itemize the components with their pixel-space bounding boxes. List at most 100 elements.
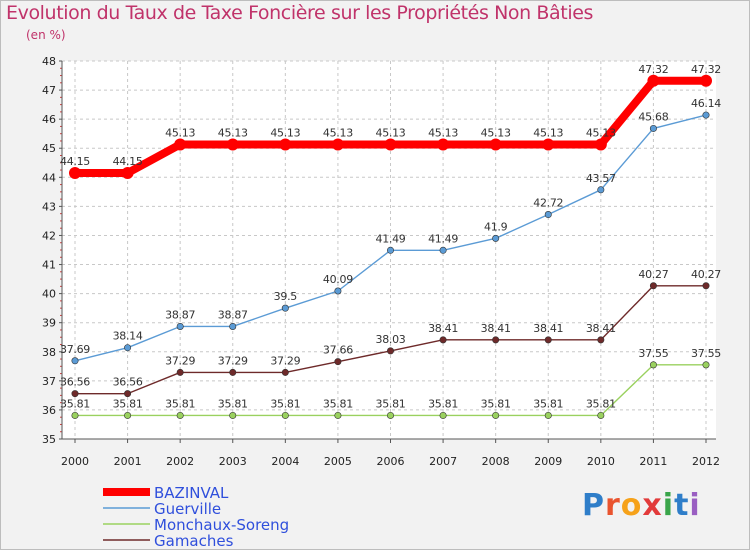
y-tick-label: 44 bbox=[42, 171, 56, 184]
data-point-Monchaux-Soreng bbox=[492, 411, 500, 419]
data-label-Guerville: 45.68 bbox=[638, 110, 668, 123]
y-tick-label: 47 bbox=[42, 84, 56, 97]
data-point-Guerville bbox=[702, 111, 710, 119]
data-label-Monchaux-Soreng: 37.55 bbox=[638, 347, 668, 360]
data-point-BAZINVAL bbox=[542, 138, 555, 151]
data-point-BAZINVAL bbox=[69, 166, 81, 179]
data-point-Gamaches bbox=[334, 358, 342, 366]
data-label-Gamaches: 38.41 bbox=[428, 322, 458, 335]
legend-label-Gamaches: Gamaches bbox=[154, 532, 234, 550]
data-label-Monchaux-Soreng: 35.81 bbox=[270, 397, 300, 410]
data-point-Guerville bbox=[229, 322, 237, 330]
series-layer bbox=[69, 74, 712, 419]
data-point-Monchaux-Soreng bbox=[649, 361, 657, 369]
data-label-BAZINVAL: 45.13 bbox=[481, 126, 511, 139]
data-point-BAZINVAL bbox=[594, 138, 607, 151]
data-point-Guerville bbox=[649, 124, 657, 132]
data-point-BAZINVAL bbox=[384, 138, 397, 151]
proxiti-logo: Proxiti bbox=[582, 488, 701, 523]
data-point-Guerville bbox=[492, 234, 500, 242]
data-label-BAZINVAL: 45.13 bbox=[218, 126, 248, 139]
data-point-Guerville bbox=[597, 186, 605, 194]
data-point-Gamaches bbox=[649, 282, 657, 290]
data-point-Monchaux-Soreng bbox=[229, 411, 237, 419]
data-label-Guerville: 37.69 bbox=[60, 343, 90, 356]
data-point-Gamaches bbox=[281, 368, 289, 376]
x-tick-label: 2007 bbox=[429, 455, 457, 468]
data-label-Guerville: 41.9 bbox=[484, 220, 508, 233]
data-label-BAZINVAL: 44.15 bbox=[113, 155, 143, 168]
data-point-Guerville bbox=[334, 287, 342, 295]
data-label-BAZINVAL: 45.13 bbox=[323, 126, 353, 139]
data-point-Gamaches bbox=[439, 336, 447, 344]
data-point-Gamaches bbox=[176, 368, 184, 376]
data-label-Guerville: 38.87 bbox=[218, 308, 248, 321]
data-label-Monchaux-Soreng: 35.81 bbox=[428, 397, 458, 410]
x-tick-label: 2010 bbox=[587, 455, 615, 468]
data-point-Gamaches bbox=[544, 336, 552, 344]
x-tick-label: 2012 bbox=[692, 455, 720, 468]
data-label-Gamaches: 36.56 bbox=[113, 376, 143, 389]
x-tick-label: 2009 bbox=[534, 455, 562, 468]
data-label-Monchaux-Soreng: 35.81 bbox=[481, 397, 511, 410]
data-point-Guerville bbox=[281, 304, 289, 312]
data-point-Guerville bbox=[124, 344, 132, 352]
data-label-Gamaches: 38.41 bbox=[481, 322, 511, 335]
y-tick-label: 41 bbox=[42, 259, 56, 272]
logo-letter: o bbox=[620, 488, 643, 523]
y-tick-label: 36 bbox=[42, 404, 56, 417]
y-tick-label: 43 bbox=[42, 200, 56, 213]
chart-title: Evolution du Taux de Taxe Foncière sur l… bbox=[6, 2, 594, 24]
data-point-Monchaux-Soreng bbox=[386, 411, 394, 419]
axes: 35 36 37 38 39 40 41 42 43 44 45 46 47 48 2000 2001 2002… bbox=[42, 55, 720, 468]
data-label-Gamaches: 38.41 bbox=[533, 322, 563, 335]
logo-letter: x bbox=[642, 488, 663, 523]
data-label-Monchaux-Soreng: 35.81 bbox=[323, 397, 353, 410]
data-point-Gamaches bbox=[386, 347, 394, 355]
logo-letter: i bbox=[662, 488, 675, 523]
data-label-BAZINVAL: 47.32 bbox=[638, 63, 668, 76]
data-point-BAZINVAL bbox=[174, 138, 187, 151]
data-point-Guerville bbox=[439, 246, 447, 254]
data-label-Gamaches: 37.29 bbox=[218, 354, 248, 367]
data-point-Monchaux-Soreng bbox=[334, 411, 342, 419]
data-label-Monchaux-Soreng: 35.81 bbox=[533, 397, 563, 410]
y-tick-label: 39 bbox=[42, 317, 56, 330]
data-label-Monchaux-Soreng: 35.81 bbox=[586, 397, 616, 410]
y-tick-label: 38 bbox=[42, 346, 56, 359]
data-label-Guerville: 42.72 bbox=[533, 197, 563, 210]
legend-label-Guerville: Guerville bbox=[154, 500, 221, 518]
data-point-Monchaux-Soreng bbox=[176, 411, 184, 419]
data-label-BAZINVAL: 44.15 bbox=[60, 155, 90, 168]
data-point-Monchaux-Soreng bbox=[439, 411, 447, 419]
data-point-Monchaux-Soreng bbox=[71, 411, 79, 419]
x-tick-label: 2006 bbox=[377, 455, 405, 468]
logo-letter: P bbox=[582, 488, 605, 523]
data-label-Monchaux-Soreng: 37.55 bbox=[691, 347, 721, 360]
data-point-Monchaux-Soreng bbox=[281, 411, 289, 419]
data-label-Monchaux-Soreng: 35.81 bbox=[376, 397, 406, 410]
data-point-Monchaux-Soreng bbox=[124, 411, 132, 419]
data-point-Gamaches bbox=[124, 390, 132, 398]
data-label-BAZINVAL: 47.32 bbox=[691, 63, 721, 76]
data-labels: 44.15 44.15 45.13 45.13 45.13 45.13 45.13 45.13… bbox=[60, 63, 722, 411]
data-point-Gamaches bbox=[71, 390, 79, 398]
data-label-Gamaches: 40.27 bbox=[691, 268, 721, 281]
data-point-Monchaux-Soreng bbox=[544, 411, 552, 419]
legend-label-Monchaux-Soreng: Monchaux-Soreng bbox=[154, 516, 289, 534]
data-point-BAZINVAL bbox=[647, 74, 660, 87]
data-label-Monchaux-Soreng: 35.81 bbox=[165, 397, 195, 410]
data-label-Guerville: 43.57 bbox=[586, 172, 616, 185]
data-point-Guerville bbox=[386, 246, 394, 254]
x-tick-label: 2002 bbox=[166, 455, 194, 468]
data-label-Guerville: 41.49 bbox=[428, 232, 458, 245]
data-point-BAZINVAL bbox=[279, 138, 292, 151]
y-tick-label: 48 bbox=[42, 55, 56, 68]
data-point-Gamaches bbox=[492, 336, 500, 344]
data-point-BAZINVAL bbox=[437, 138, 450, 151]
data-label-Gamaches: 37.29 bbox=[165, 354, 195, 367]
logo-letter: i bbox=[689, 488, 701, 523]
data-label-Gamaches: 37.29 bbox=[270, 354, 300, 367]
